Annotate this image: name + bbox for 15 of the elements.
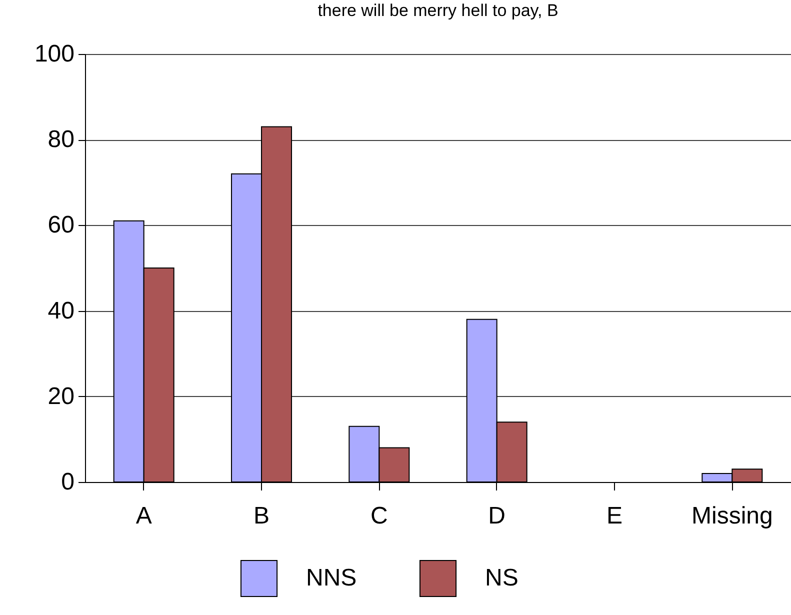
y-tick-label: 40 — [48, 297, 74, 324]
y-tick-label: 0 — [61, 468, 74, 496]
x-tick-label: Missing — [691, 502, 773, 530]
x-tick-label: A — [136, 502, 152, 530]
y-tick-label: 80 — [48, 126, 74, 154]
y-tick-label: 20 — [48, 382, 74, 410]
legend-label: NNS — [306, 564, 357, 592]
chart-title: there will be merry hell to pay, B — [318, 1, 558, 20]
legend-label: NS — [485, 564, 518, 592]
x-tick-label: E — [606, 502, 623, 530]
x-tick-label: D — [488, 502, 506, 530]
y-tick-label: 60 — [48, 212, 74, 239]
x-tick-label: C — [370, 502, 388, 530]
x-tick-label: B — [253, 502, 270, 530]
y-tick-label: 100 — [34, 40, 74, 68]
